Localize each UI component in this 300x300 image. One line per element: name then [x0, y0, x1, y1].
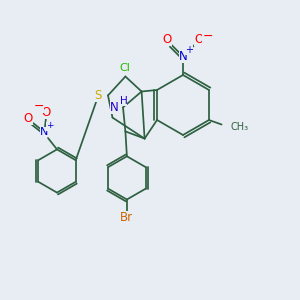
Text: N: N — [178, 50, 188, 63]
Text: −: − — [34, 100, 44, 113]
Text: N: N — [40, 127, 49, 137]
Text: N: N — [110, 101, 119, 114]
Text: Br: Br — [120, 211, 134, 224]
Text: −: − — [202, 29, 213, 43]
Text: S: S — [95, 89, 102, 102]
Text: O: O — [24, 112, 33, 125]
Text: O: O — [194, 33, 203, 46]
Text: Cl: Cl — [119, 63, 130, 73]
Text: O: O — [163, 33, 172, 46]
Text: O: O — [41, 106, 50, 119]
Text: +: + — [185, 45, 193, 55]
Text: +: + — [46, 122, 53, 130]
Text: CH₃: CH₃ — [231, 122, 249, 132]
Text: H: H — [120, 96, 128, 106]
